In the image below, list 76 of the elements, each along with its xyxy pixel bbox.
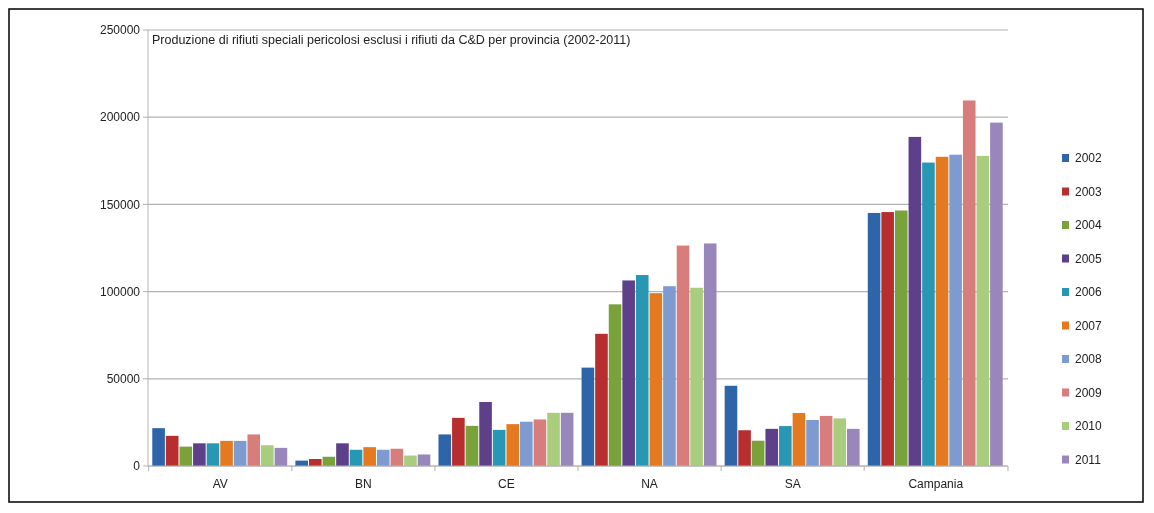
x-tick-label: CE xyxy=(498,477,515,491)
bar xyxy=(819,415,833,466)
bar xyxy=(492,429,506,466)
bar xyxy=(806,419,819,466)
legend-label: 2010 xyxy=(1075,419,1103,434)
bar xyxy=(560,412,574,466)
bar xyxy=(581,367,595,466)
bar xyxy=(676,245,690,466)
bar xyxy=(165,435,179,466)
bar xyxy=(635,275,649,466)
bar xyxy=(847,428,860,466)
bar xyxy=(506,424,520,466)
y-tick-label: 100000 xyxy=(99,284,141,299)
x-tick-label: AV xyxy=(212,477,228,491)
bar xyxy=(663,286,676,466)
bar xyxy=(206,443,220,466)
bar xyxy=(261,445,274,466)
bar xyxy=(867,212,881,466)
bar xyxy=(881,212,894,466)
bar xyxy=(765,428,779,466)
bar xyxy=(894,210,908,466)
bar xyxy=(792,412,806,466)
x-tick-label: NA xyxy=(641,477,658,491)
bar xyxy=(751,440,765,466)
bar xyxy=(520,421,533,466)
legend-label: 2003 xyxy=(1075,184,1103,199)
bar xyxy=(833,418,847,466)
x-tick-label: SA xyxy=(784,477,801,491)
legend-label: 2011 xyxy=(1075,452,1102,467)
bar xyxy=(690,287,703,466)
bar xyxy=(452,417,465,466)
legend-label: 2004 xyxy=(1075,218,1103,233)
bar xyxy=(922,162,935,466)
bar xyxy=(233,440,247,466)
bar xyxy=(724,385,738,466)
bar xyxy=(376,449,390,466)
bar xyxy=(193,443,206,466)
y-tick-label: 200000 xyxy=(99,110,141,125)
y-tick-label: 50000 xyxy=(106,372,141,386)
bar xyxy=(438,434,452,466)
bar xyxy=(533,419,547,466)
legend-label: 2008 xyxy=(1075,352,1103,367)
bar xyxy=(363,447,376,466)
bar xyxy=(465,425,479,466)
bar xyxy=(417,454,431,466)
bar xyxy=(703,243,717,466)
bar xyxy=(547,412,560,466)
bar xyxy=(962,100,976,466)
chart-title: Produzione di rifiuti speciali pericolosi esclusi i rifiuti da C&D per provincia (2002-2011) xyxy=(152,33,631,47)
bar xyxy=(908,136,922,466)
bar xyxy=(738,430,751,466)
bar xyxy=(949,154,962,466)
legend-label: 2002 xyxy=(1075,151,1103,166)
bar xyxy=(608,304,622,466)
legend-label: 2006 xyxy=(1075,285,1103,300)
bar xyxy=(990,122,1003,466)
bar xyxy=(779,426,792,466)
bar xyxy=(595,333,608,466)
bar xyxy=(152,428,165,466)
bar xyxy=(247,434,261,466)
bar xyxy=(220,440,233,466)
legend-label: 2009 xyxy=(1075,385,1103,400)
bar xyxy=(935,156,949,466)
x-tick-label: BN xyxy=(355,477,372,491)
y-tick-label: 150000 xyxy=(99,197,141,212)
bar xyxy=(976,155,990,466)
y-tick-label: 0 xyxy=(133,459,141,474)
bar xyxy=(479,402,492,466)
bar xyxy=(179,446,193,466)
bar xyxy=(336,443,349,466)
y-tick-label: 250000 xyxy=(99,23,141,38)
bar xyxy=(649,293,663,466)
x-tick-label: Campania xyxy=(908,477,964,491)
bar xyxy=(622,280,635,466)
legend-label: 2005 xyxy=(1075,251,1103,266)
legend-label: 2007 xyxy=(1075,318,1103,333)
